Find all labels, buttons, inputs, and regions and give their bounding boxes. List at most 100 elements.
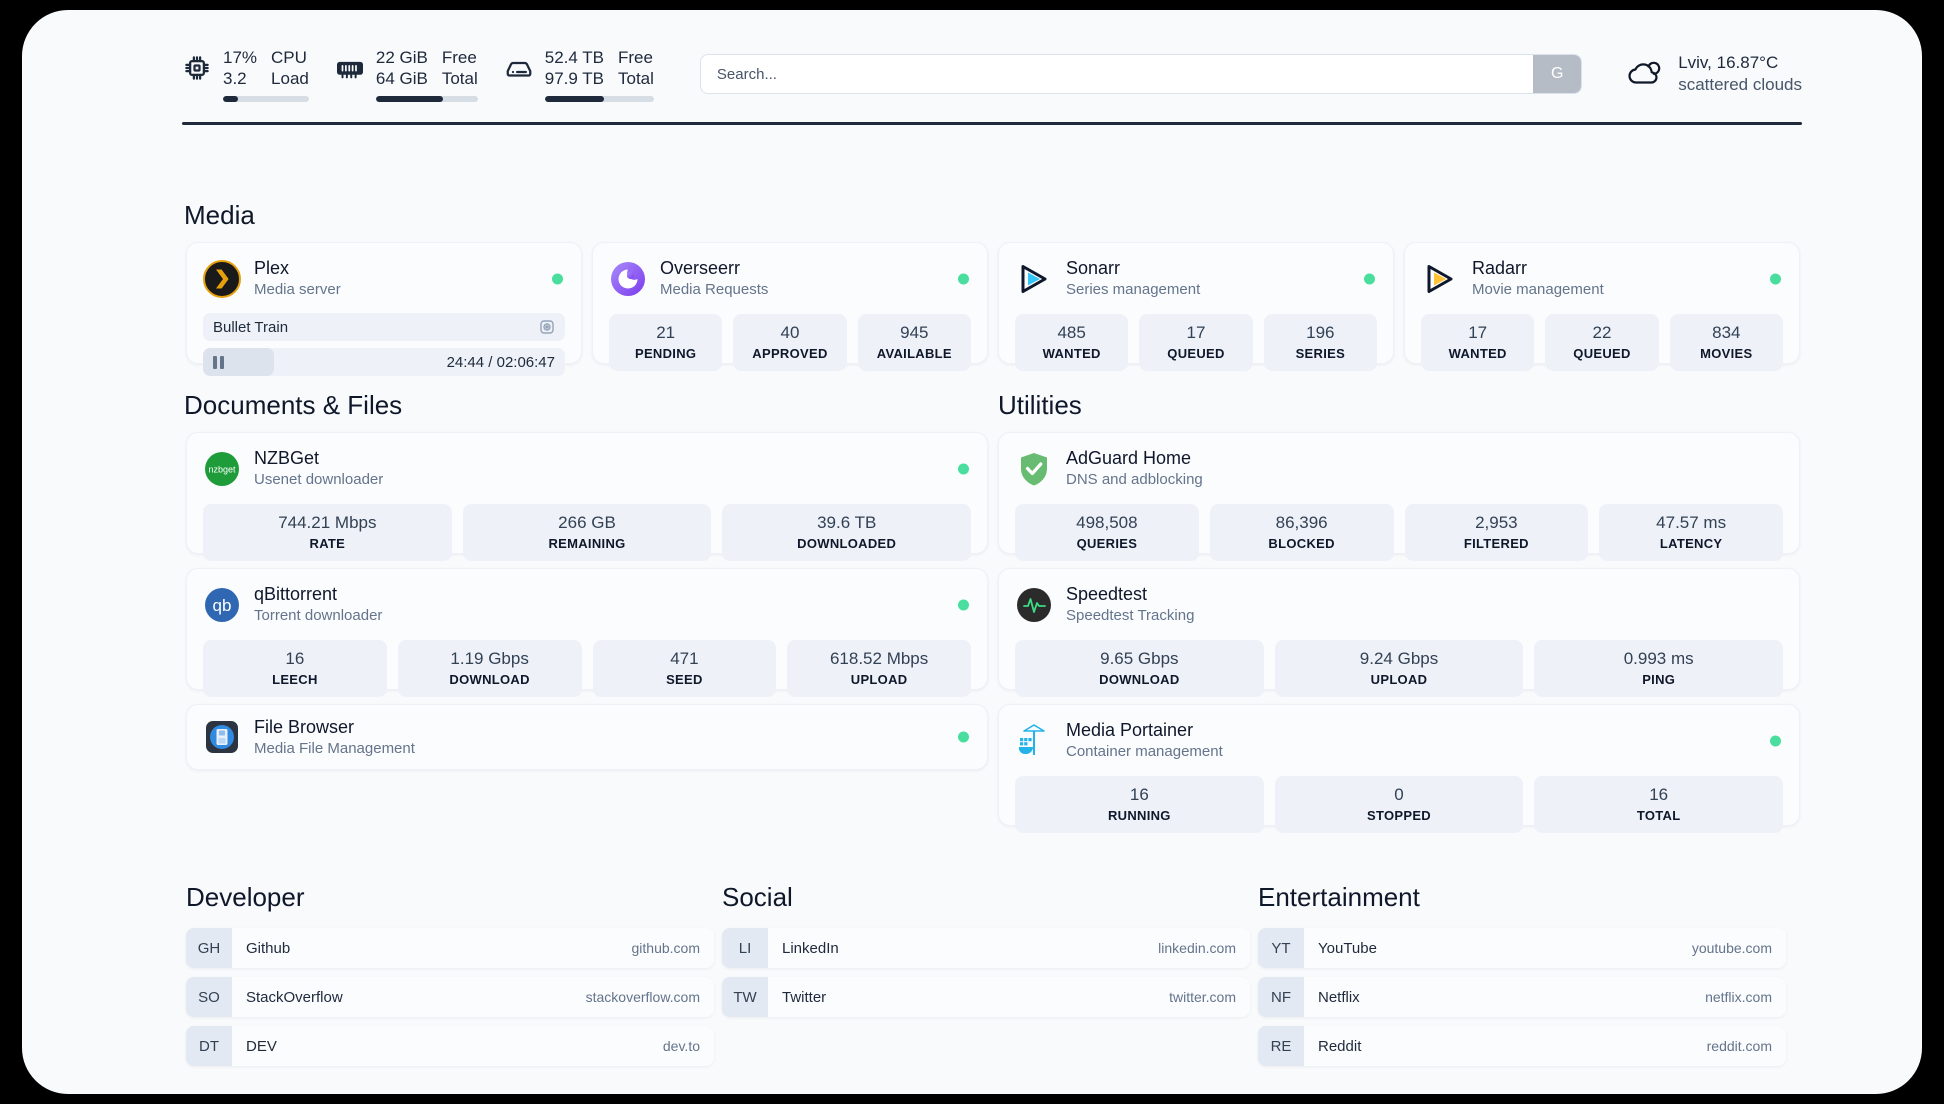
metric-value: 471 bbox=[670, 649, 699, 668]
metric-label: RUNNING bbox=[1107, 808, 1171, 823]
card-speedtest[interactable]: Speedtest Speedtest Tracking 9.65 Gbps D… bbox=[998, 568, 1800, 697]
bookmark-name: StackOverflow bbox=[246, 988, 343, 1006]
portainer-icon bbox=[1015, 722, 1053, 760]
metric-tile: 9.24 Gbps UPLOAD bbox=[1274, 640, 1524, 697]
card-plex[interactable]: Plex Media server Bullet Train 24: bbox=[186, 242, 582, 376]
metric-label: BLOCKED bbox=[1268, 536, 1335, 551]
pause-icon[interactable] bbox=[213, 355, 224, 369]
card-qbittorrent[interactable]: qb qBittorrent Torrent downloader 16 LEE… bbox=[186, 568, 988, 697]
metric-label: AVAILABLE bbox=[876, 346, 952, 361]
metric-value: 9.65 Gbps bbox=[1100, 649, 1179, 668]
metric-label: REMAINING bbox=[548, 536, 626, 551]
app-name: NZBGet bbox=[254, 448, 320, 468]
card-header: Speedtest Speedtest Tracking bbox=[1015, 583, 1783, 626]
metric-tile: 16 RUNNING bbox=[1015, 776, 1264, 833]
app-name: Radarr bbox=[1472, 258, 1528, 278]
card-overseerr[interactable]: Overseerr Media Requests 21 PENDING 40 A… bbox=[592, 242, 988, 371]
bookmark-item-reddit[interactable]: RE Reddit reddit.com bbox=[1258, 1026, 1786, 1066]
metric-tile: 266 GB REMAINING bbox=[462, 504, 712, 561]
bookmark-url: youtube.com bbox=[1691, 940, 1772, 956]
metric-value: 16 bbox=[285, 649, 305, 668]
app-name: Sonarr bbox=[1066, 258, 1121, 278]
bookmark-item-github[interactable]: GH Github github.com bbox=[186, 928, 714, 968]
card-adguard-home[interactable]: AdGuard Home DNS and adblocking 498,508 … bbox=[998, 432, 1800, 561]
card-header: Radarr Movie management bbox=[1421, 257, 1783, 300]
bookmark-item-netflix[interactable]: NF Netflix netflix.com bbox=[1258, 977, 1786, 1017]
status-badge bbox=[1770, 735, 1781, 746]
metric-tile: 618.52 Mbps UPLOAD bbox=[787, 640, 971, 697]
metric-tile: 2,953 FILTERED bbox=[1404, 504, 1589, 561]
bookmark-url: linkedin.com bbox=[1158, 940, 1236, 956]
metric-label: FILTERED bbox=[1463, 536, 1529, 551]
status-badge bbox=[1364, 273, 1375, 284]
metrics-row: 9.65 Gbps DOWNLOAD 9.24 Gbps UPLOAD 0.99… bbox=[1015, 640, 1784, 697]
search-bar[interactable]: G bbox=[699, 54, 1583, 94]
bookmark-badge: SO bbox=[186, 977, 232, 1017]
metric-label: LEECH bbox=[272, 672, 318, 687]
search-submit-button[interactable]: G bbox=[1533, 55, 1582, 93]
metric-label: DOWNLOAD bbox=[449, 672, 530, 687]
metrics-row: 485 WANTED 17 QUEUED 196 SERIES bbox=[1015, 314, 1377, 371]
app-name: Speedtest bbox=[1066, 584, 1148, 604]
bookmark-group-title: Social bbox=[722, 882, 793, 912]
bookmark-name: Github bbox=[246, 939, 291, 957]
plex-icon bbox=[203, 259, 241, 298]
header-divider bbox=[182, 122, 1802, 125]
speedtest-icon bbox=[1015, 586, 1053, 624]
metrics-row: 16 LEECH 1.19 Gbps DOWNLOAD 471 SEED 618… bbox=[203, 640, 971, 697]
bookmark-item-stackoverflow[interactable]: SO StackOverflow stackoverflow.com bbox=[186, 977, 714, 1017]
metric-tile: 9.65 Gbps DOWNLOAD bbox=[1015, 640, 1264, 697]
card-nzbget[interactable]: nzbget NZBGet Usenet downloader 744.21 M… bbox=[186, 432, 988, 561]
card-header: qb qBittorrent Torrent downloader bbox=[203, 583, 971, 626]
sonarr-icon bbox=[1015, 260, 1053, 298]
metric-tile: 498,508 QUERIES bbox=[1015, 504, 1199, 561]
memory-usage-bar bbox=[375, 95, 478, 102]
metric-label: TOTAL bbox=[1636, 808, 1681, 823]
disk-icon bbox=[504, 53, 534, 83]
metric-label: WANTED bbox=[1042, 346, 1101, 361]
weather-description: scattered clouds bbox=[1678, 75, 1802, 94]
status-badge bbox=[958, 731, 969, 743]
metric-tile: 21 PENDING bbox=[609, 314, 723, 371]
metric-tile: 16 LEECH bbox=[203, 640, 387, 697]
metric-value: 17 bbox=[1468, 323, 1488, 342]
card-header: nzbget NZBGet Usenet downloader bbox=[203, 447, 971, 490]
bookmark-item-youtube[interactable]: YT YouTube youtube.com bbox=[1258, 928, 1786, 968]
bookmark-url: reddit.com bbox=[1706, 1038, 1772, 1054]
app-subtitle: Media server bbox=[254, 281, 341, 298]
metric-tile: 17 QUEUED bbox=[1139, 314, 1253, 371]
card-radarr[interactable]: Radarr Movie management 17 WANTED 22 QUE… bbox=[1404, 242, 1800, 371]
bookmark-name: YouTube bbox=[1318, 939, 1377, 957]
metric-value: 0.993 ms bbox=[1623, 649, 1694, 668]
app-subtitle: Media File Management bbox=[254, 739, 415, 757]
metric-label: STOPPED bbox=[1367, 808, 1431, 823]
status-badge bbox=[1770, 273, 1781, 284]
playback-progress-bar[interactable]: 24:44 / 02:06:47 bbox=[203, 348, 565, 376]
metric-value: 16 bbox=[1649, 785, 1669, 804]
cast-icon[interactable] bbox=[539, 319, 555, 335]
metric-value: 86,396 bbox=[1275, 513, 1328, 532]
metrics-row: 16 RUNNING 0 STOPPED 16 TOTAL bbox=[1015, 776, 1784, 833]
app-subtitle: Movie management bbox=[1472, 281, 1604, 298]
status-badge bbox=[958, 273, 969, 284]
metric-label: PING bbox=[1642, 672, 1676, 687]
card-media-portainer[interactable]: Media Portainer Container management 16 … bbox=[998, 704, 1800, 833]
search-input[interactable] bbox=[700, 55, 1534, 93]
card-file-browser[interactable]: File Browser Media File Management bbox=[186, 704, 988, 770]
metric-tile: 16 TOTAL bbox=[1534, 776, 1784, 833]
metric-tile: 0 STOPPED bbox=[1274, 776, 1524, 833]
metric-value: 9.24 Gbps bbox=[1359, 649, 1439, 668]
app-subtitle: Media Requests bbox=[660, 281, 769, 298]
bookmark-item-linkedin[interactable]: LI LinkedIn linkedin.com bbox=[722, 928, 1250, 968]
bookmark-item-dev[interactable]: DT DEV dev.to bbox=[186, 1026, 714, 1066]
metric-label: APPROVED bbox=[752, 346, 828, 361]
metric-value: 0 bbox=[1394, 785, 1404, 804]
nzbget-icon: nzbget bbox=[203, 450, 241, 488]
bookmark-item-twitter[interactable]: TW Twitter twitter.com bbox=[722, 977, 1250, 1017]
metric-label: WANTED bbox=[1448, 346, 1507, 361]
radarr-icon bbox=[1421, 260, 1459, 298]
app-subtitle: Torrent downloader bbox=[254, 607, 383, 624]
svg-text:qb: qb bbox=[213, 596, 232, 615]
card-sonarr[interactable]: Sonarr Series management 485 WANTED 17 Q… bbox=[998, 242, 1394, 371]
bookmark-name: LinkedIn bbox=[782, 939, 839, 957]
